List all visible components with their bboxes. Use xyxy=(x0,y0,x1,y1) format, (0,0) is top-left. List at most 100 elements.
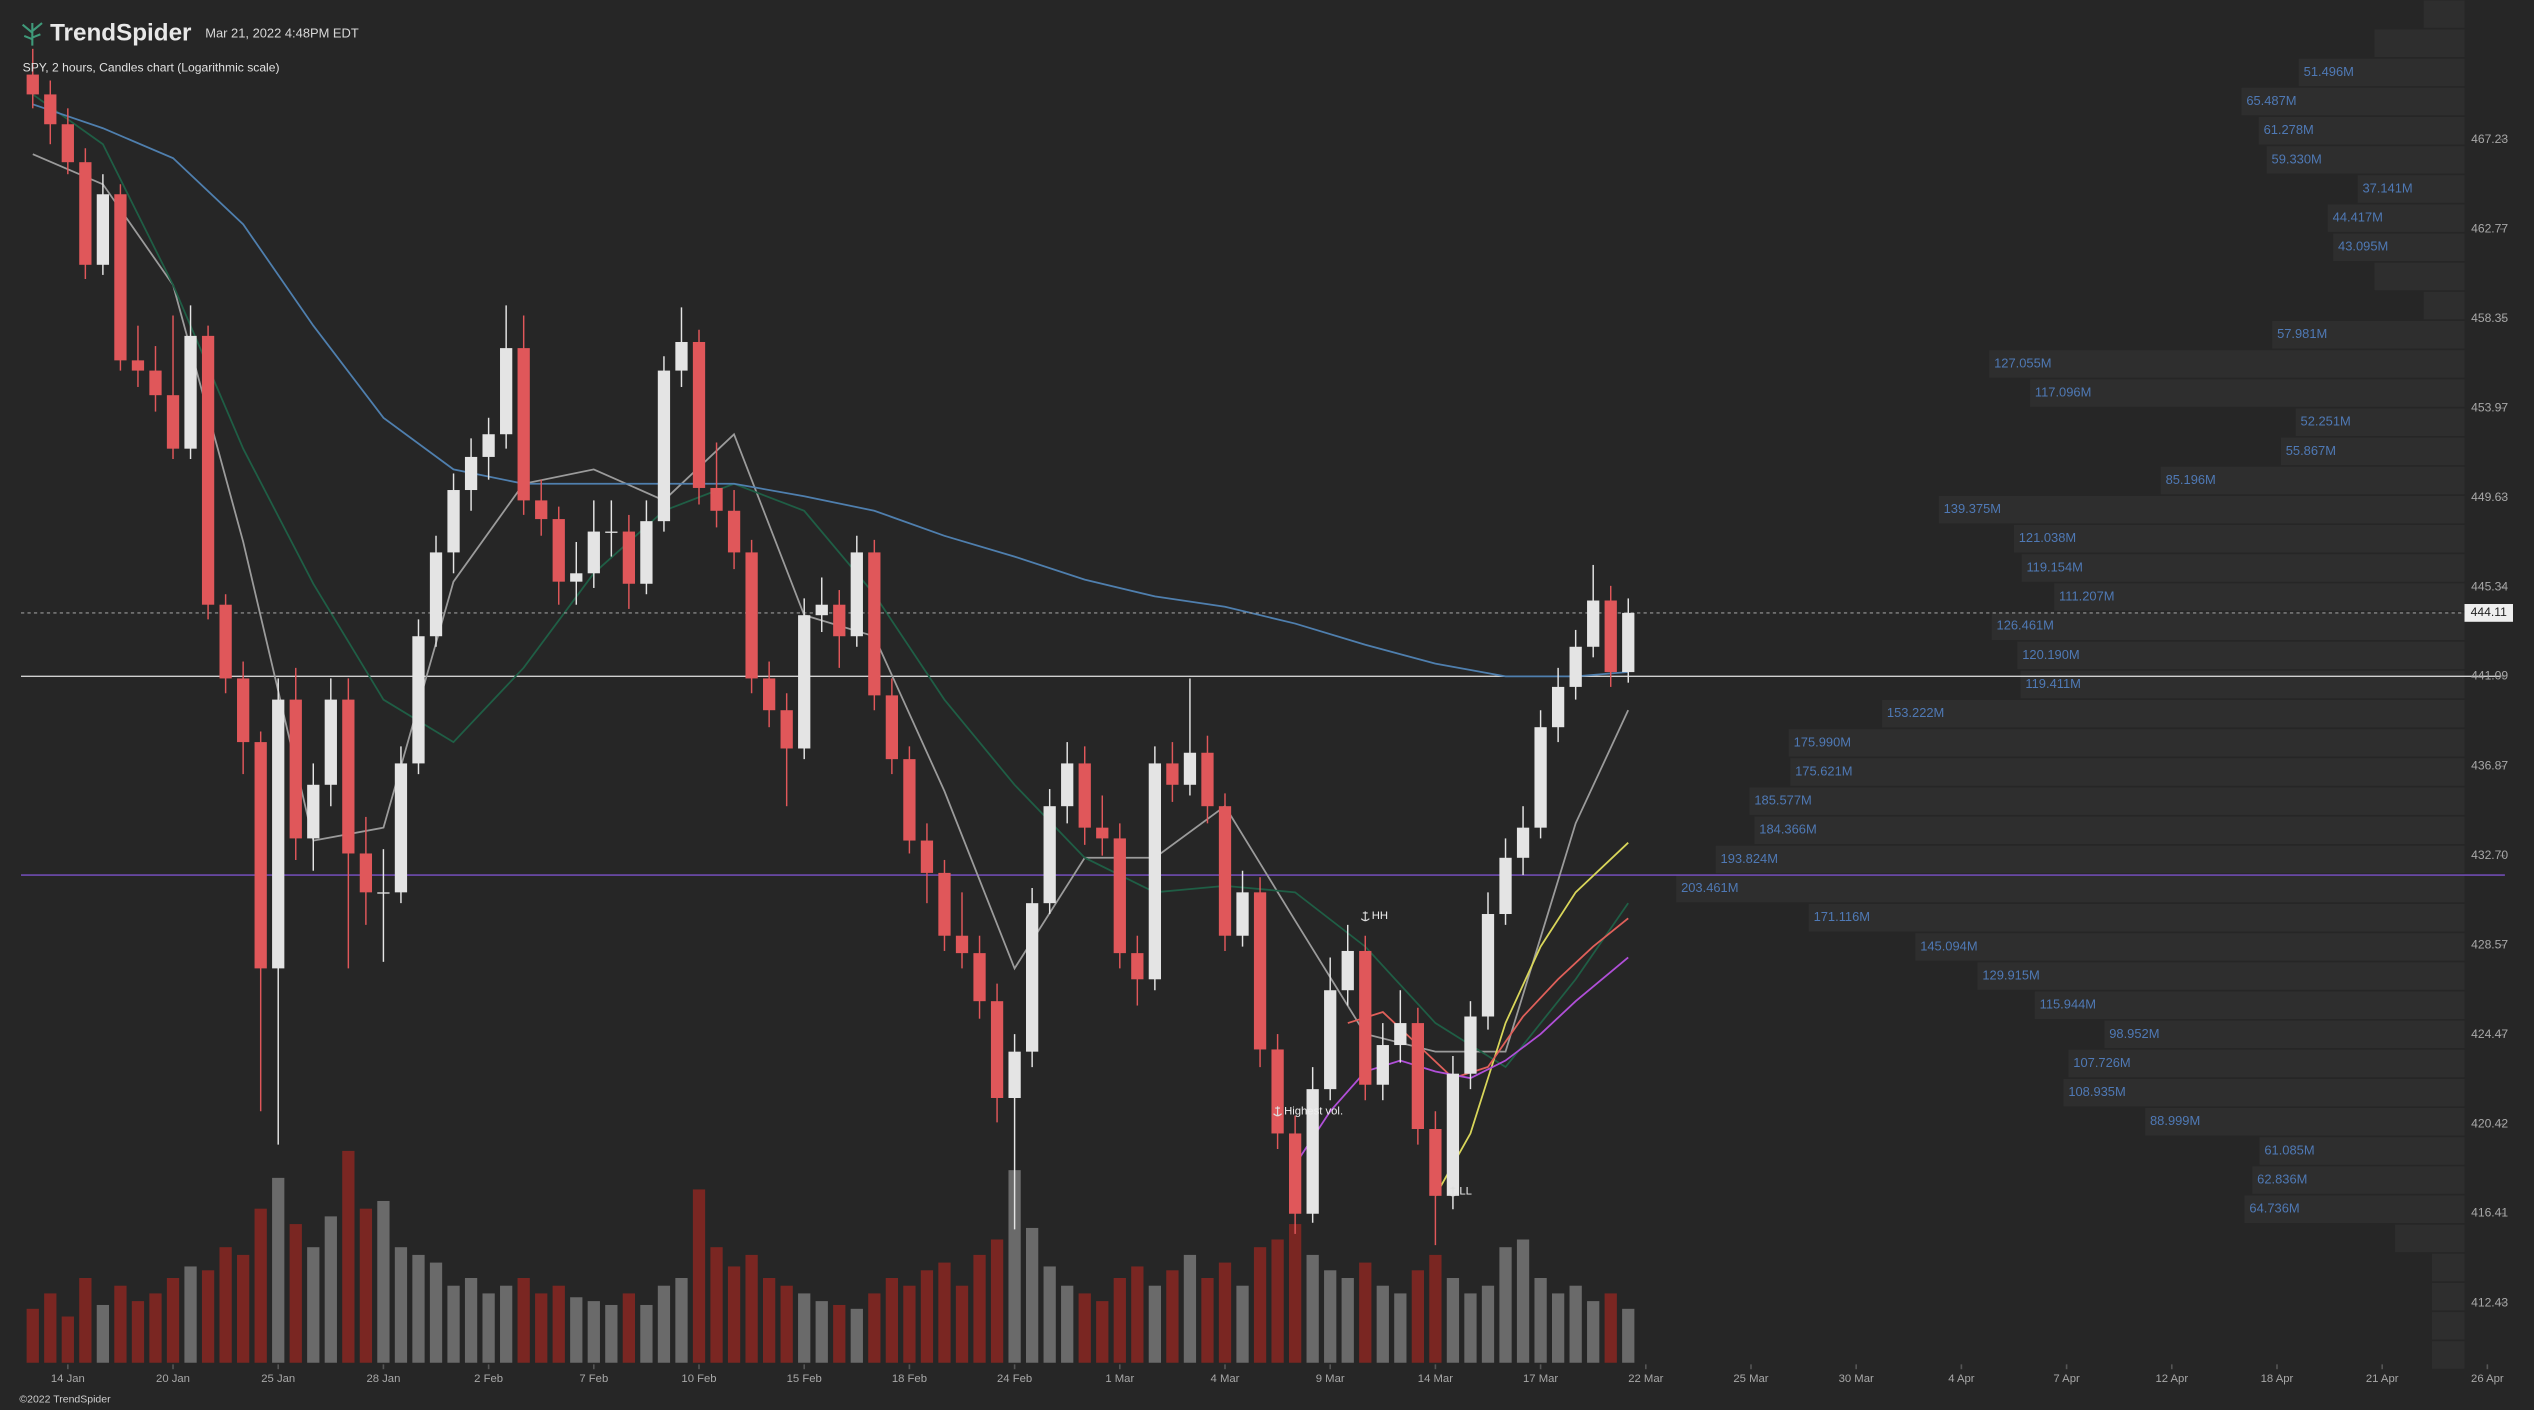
x-tick-label: 4 Mar xyxy=(1211,1373,1240,1385)
candle-body xyxy=(1341,950,1354,991)
candle-body xyxy=(166,395,180,449)
x-tick-label: 20 Jan xyxy=(156,1373,190,1385)
candle-body xyxy=(955,935,969,954)
anchor-icon xyxy=(1448,1186,1458,1197)
candle-body xyxy=(1516,827,1530,858)
candle-body xyxy=(1569,646,1582,687)
y-tick-label: 467.23 xyxy=(2471,132,2508,146)
profile-bar xyxy=(2160,466,2465,495)
volume-bar xyxy=(1096,1301,1109,1363)
volume-bar xyxy=(96,1304,110,1363)
y-tick-label: 420.42 xyxy=(2471,1116,2508,1130)
profile-label: 184.366M xyxy=(1759,822,1816,837)
volume-bar xyxy=(657,1285,671,1363)
candle-body xyxy=(535,500,548,520)
profile-bar xyxy=(2431,1341,2465,1369)
profile-bar xyxy=(1676,874,2465,903)
profile-bar xyxy=(2295,408,2465,436)
volume-bar xyxy=(394,1247,408,1363)
candle-body xyxy=(254,742,267,969)
profile-bar xyxy=(1788,729,2465,757)
candle-body xyxy=(1587,600,1600,647)
candle-body xyxy=(570,573,583,582)
profile-label: 153.222M xyxy=(1887,705,1944,720)
candle-body xyxy=(219,604,232,679)
volume-bar xyxy=(973,1254,986,1363)
candle-body xyxy=(26,74,39,95)
volume-bar xyxy=(1516,1239,1530,1363)
indicator-line xyxy=(32,93,1629,1069)
candle-body xyxy=(500,348,513,435)
volume-bar xyxy=(1569,1285,1582,1363)
volume-bar xyxy=(61,1316,74,1363)
candle-body xyxy=(1026,903,1039,1052)
candle-body xyxy=(920,840,934,873)
candle-body xyxy=(44,94,57,125)
profile-bar xyxy=(2333,233,2465,262)
x-tick-label: 2 Feb xyxy=(474,1373,503,1385)
x-tick-label: 10 Feb xyxy=(681,1373,716,1385)
volume-bar xyxy=(990,1239,1004,1363)
candle-body xyxy=(1166,763,1179,785)
profile-label: 127.055M xyxy=(1994,355,2051,370)
profile-label: 175.990M xyxy=(1794,734,1851,749)
candle-body xyxy=(1604,600,1617,673)
candle-body xyxy=(1551,686,1565,728)
profile-label: 108.935M xyxy=(2068,1084,2125,1099)
volume-bar xyxy=(1288,1224,1302,1363)
candle-body xyxy=(605,531,618,533)
profile-label: 98.952M xyxy=(2109,1026,2159,1041)
profile-label: 117.096M xyxy=(2035,384,2091,399)
volume-bar xyxy=(587,1301,600,1363)
profile-bar xyxy=(2423,291,2465,320)
volume-bar xyxy=(1148,1285,1162,1363)
profile-label: 111.207M xyxy=(2059,589,2115,604)
volume-bar xyxy=(1236,1285,1249,1363)
volume-bar xyxy=(149,1293,162,1363)
profile-bar xyxy=(2252,1166,2465,1194)
volume-bar xyxy=(675,1278,688,1363)
candle-body xyxy=(412,636,425,764)
profile-bar xyxy=(2259,1137,2465,1165)
profile-bar xyxy=(2423,0,2465,28)
volume-bar xyxy=(272,1177,285,1363)
candle-body xyxy=(745,552,758,679)
volume-bar xyxy=(131,1301,145,1363)
profile-bar xyxy=(2395,1224,2465,1253)
candle-body xyxy=(710,487,723,511)
candle-body xyxy=(868,552,881,696)
candle-body xyxy=(201,335,215,605)
candle-body xyxy=(622,531,636,584)
candle-body xyxy=(289,699,302,839)
y-tick-label: 416.41 xyxy=(2471,1206,2508,1220)
profile-bar xyxy=(2327,204,2465,232)
candle-body xyxy=(885,695,899,760)
candle-body xyxy=(1131,953,1144,980)
volume-bar xyxy=(237,1254,250,1363)
candle-body xyxy=(1394,1023,1407,1046)
profile-label: 115.944M xyxy=(2040,997,2096,1012)
profile-bar xyxy=(1882,699,2465,728)
volume-bar xyxy=(219,1247,232,1363)
volume-bar xyxy=(955,1285,969,1363)
volume-bar xyxy=(1534,1278,1547,1363)
volume-bar xyxy=(482,1293,495,1363)
annotation: HH xyxy=(1372,910,1388,922)
volume-bar xyxy=(1078,1293,1091,1363)
profile-bar xyxy=(1749,787,2465,815)
volume-bar xyxy=(640,1304,653,1363)
candle-body xyxy=(903,759,916,841)
x-tick-label: 25 Mar xyxy=(1733,1373,1768,1385)
profile-layer: 51.496M 65.487M 61.278M 59.330M 37.141M 44.41… xyxy=(1676,0,2465,1369)
x-tick-label: 9 Mar xyxy=(1316,1373,1345,1385)
volume-bar xyxy=(1359,1262,1372,1363)
profile-label: 145.094M xyxy=(1920,938,1977,953)
profile-label: 55.867M xyxy=(2286,443,2336,458)
candle-body xyxy=(675,341,688,371)
candle-body xyxy=(938,872,951,936)
candle-body xyxy=(1043,806,1056,904)
candle-body xyxy=(131,360,145,371)
axis-layer: 467.23 462.77 458.35 453.97 449.63 445.34 441.… xyxy=(51,132,2513,1385)
profile-label: 193.824M xyxy=(1721,851,1778,866)
